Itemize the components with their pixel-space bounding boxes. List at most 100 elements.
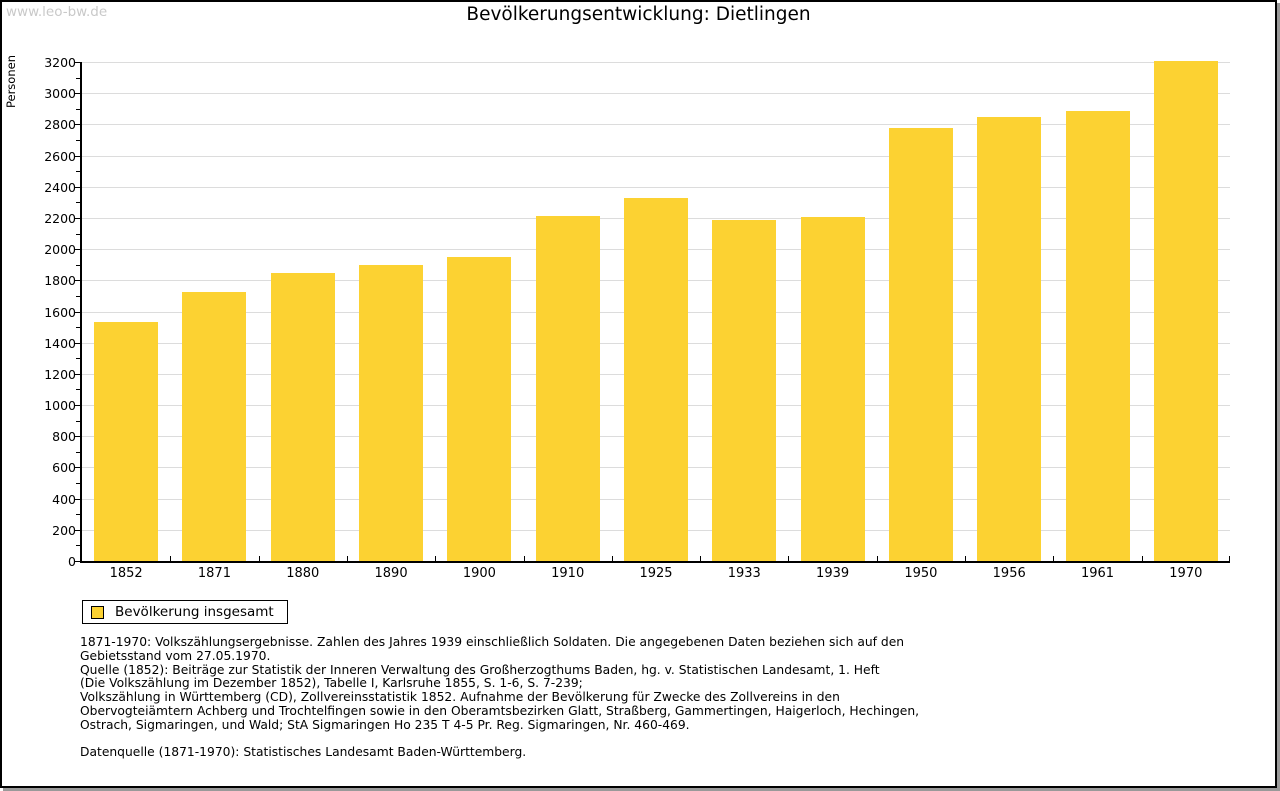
y-minor-tick-100 [76,545,80,547]
chart-title: Bevölkerungsentwicklung: Dietlingen [466,4,811,25]
y-label-1200: 1200 [44,366,76,382]
bar-1900 [447,256,512,561]
y-minor-tick-2900 [76,108,80,110]
y-minor-tick-1500 [76,327,80,329]
x-tick-6 [611,556,613,561]
x-tick-9 [876,556,878,561]
x-label-1890: 1890 [374,566,408,581]
x-tick-7 [700,556,702,561]
source-note-line-3: Quelle (1852): Beiträge zur Statistik de… [80,662,880,677]
x-tick-5 [523,556,525,561]
bar-1852 [94,322,159,561]
source-note-line-1: 1871-1970: Volkszählungsergebnisse. Zahl… [80,635,905,649]
x-tick-2 [258,556,260,561]
x-label-1933: 1933 [727,566,761,581]
bar-1939 [800,217,865,561]
source-note-line-4: (Die Volkszählung im Dezember 1852), Tab… [80,676,583,691]
y-major-tick-2200 [74,217,80,219]
y-major-tick-600 [74,467,80,469]
x-label-1852: 1852 [109,566,143,581]
source-note-line-5: Volkszählung in Württemberg (CD), Zollve… [80,690,840,705]
y-major-tick-200 [74,529,80,531]
x-tick-8 [788,556,790,561]
y-major-tick-0 [74,561,80,562]
y-minor-tick-3100 [76,77,80,79]
y-major-tick-1000 [74,405,80,407]
x-label-1970: 1970 [1169,566,1203,581]
y-major-tick-3000 [74,93,80,95]
y-label-600: 600 [52,460,76,476]
y-label-2800: 2800 [44,117,76,133]
watermark: www.leo-bw.de [6,4,108,20]
x-label-1961: 1961 [1080,566,1115,581]
y-label-2600: 2600 [44,148,76,164]
plot-area [74,61,1230,563]
y-minor-tick-2700 [76,139,80,141]
x-tick-12 [1141,556,1143,561]
y-major-tick-2600 [74,155,80,157]
bar-1950 [888,127,953,561]
y-minor-tick-1900 [76,264,80,266]
y-minor-tick-2100 [76,233,80,235]
y-minor-tick-300 [76,514,80,516]
y-major-tick-2800 [74,124,80,126]
y-minor-tick-500 [76,483,80,485]
bar-1890 [359,264,424,561]
y-minor-tick-1700 [76,295,80,297]
y-minor-tick-1300 [76,358,80,360]
x-label-1910: 1910 [551,566,585,581]
legend-label: Bevölkerung insgesamt [115,604,274,620]
y-major-tick-800 [74,436,80,438]
gridline-3000 [82,93,1230,95]
y-label-1600: 1600 [44,304,76,320]
x-tick-3 [346,556,348,561]
y-major-tick-1400 [74,342,80,344]
x-label-1880: 1880 [286,566,320,581]
x-tick-13 [1229,556,1230,561]
y-label-1400: 1400 [44,335,76,351]
y-label-0: 0 [68,554,76,569]
y-label-2000: 2000 [44,242,76,258]
y-label-800: 800 [52,429,76,445]
legend: Bevölkerung insgesamt [82,600,288,624]
y-major-tick-400 [74,498,80,500]
bar-1970 [1153,61,1218,561]
bar-1910 [535,216,600,561]
x-label-1956: 1956 [992,566,1026,581]
datasource-note: Datenquelle (1871-1970): Statistisches L… [80,744,527,759]
bar-1880 [270,273,335,561]
x-label-1925: 1925 [639,566,673,581]
x-tick-4 [435,556,437,561]
gridline-2800 [82,124,1230,126]
y-major-tick-1600 [74,311,80,313]
y-minor-tick-2500 [76,171,80,173]
y-label-2200: 2200 [44,210,76,226]
bar-1956 [977,116,1042,561]
y-label-200: 200 [52,522,76,538]
y-axis-title: Personen [4,55,18,109]
x-tick-11 [1053,556,1055,561]
source-notes-lines: 1871-1970: Volkszählungsergebnisse. Zahl… [80,635,920,733]
y-label-1800: 1800 [44,273,76,289]
gridline-2600 [82,155,1230,157]
y-label-1000: 1000 [44,398,76,414]
y-label-3200: 3200 [44,55,76,70]
gridline-3200 [82,62,1230,63]
y-minor-tick-900 [76,420,80,422]
y-label-2400: 2400 [44,179,76,195]
x-tick-10 [965,556,967,561]
gridline-2400 [82,186,1230,188]
y-minor-tick-1100 [76,389,80,391]
y-minor-tick-700 [76,451,80,453]
y-minor-tick-2300 [76,202,80,204]
bar-1925 [624,197,688,561]
y-major-tick-3200 [74,62,80,63]
y-label-400: 400 [52,491,76,507]
source-note-line-2: Gebietsstand vom 27.05.1970. [80,648,271,663]
bar-1933 [712,219,777,561]
x-label-1939: 1939 [816,566,850,581]
y-major-tick-1800 [74,280,80,282]
source-note-line-6: Obervogteiämtern Achberg und Trochtelfin… [80,703,920,718]
bar-1961 [1065,111,1130,561]
